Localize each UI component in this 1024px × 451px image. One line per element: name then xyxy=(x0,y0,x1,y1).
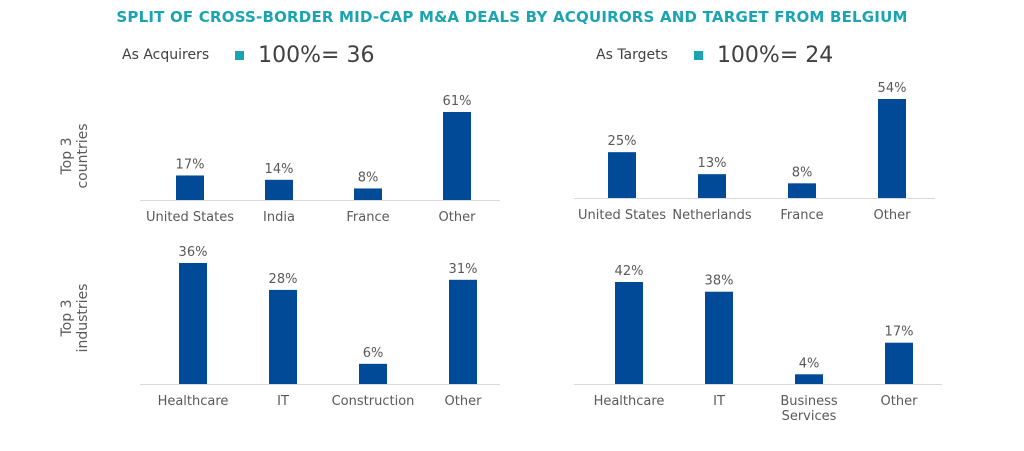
bar xyxy=(705,291,733,384)
bar xyxy=(269,289,297,384)
bar-value-label: 8% xyxy=(358,170,379,185)
bar xyxy=(795,374,823,384)
bar-value-label: 13% xyxy=(698,156,727,171)
category-label: IT xyxy=(277,394,289,409)
bar-value-label: 14% xyxy=(265,162,294,177)
bar xyxy=(615,282,643,384)
bar-value-label: 6% xyxy=(363,346,384,361)
targets-header: As Targets 100%= 24 xyxy=(596,40,833,70)
category-label: France xyxy=(780,208,823,223)
bar-value-label: 42% xyxy=(615,264,644,279)
bar xyxy=(179,263,207,384)
bar xyxy=(608,152,636,198)
bar xyxy=(354,188,382,200)
bar xyxy=(885,342,913,384)
acquirers-label: As Acquirers xyxy=(122,47,210,63)
category-label: Other xyxy=(874,208,912,223)
bar-value-label: 28% xyxy=(269,272,298,287)
chart-title: SPLIT OF CROSS-BORDER MID-CAP M&A DEALS … xyxy=(116,8,908,26)
bar xyxy=(788,183,816,198)
category-label: India xyxy=(263,210,295,225)
bar-value-label: 36% xyxy=(179,245,208,260)
bar-value-label: 31% xyxy=(449,262,478,277)
category-label: Other xyxy=(881,394,919,409)
bar-value-label: 8% xyxy=(792,165,813,180)
bar xyxy=(443,112,471,200)
legend-square-icon xyxy=(235,50,245,60)
category-label: Healthcare xyxy=(158,394,229,409)
bar-value-label: 38% xyxy=(705,274,734,289)
category-label: Healthcare xyxy=(594,394,665,409)
bar-value-label: 61% xyxy=(443,94,472,109)
bar-value-label: 17% xyxy=(176,157,205,172)
acquirers-total: 100%= 36 xyxy=(258,42,375,68)
bar xyxy=(176,175,204,200)
category-label: IT xyxy=(713,394,725,409)
targets-total: 100%= 24 xyxy=(716,42,834,68)
bar-value-label: 4% xyxy=(799,356,820,371)
bar xyxy=(359,363,387,384)
bar-value-label: 54% xyxy=(878,81,907,96)
category-label: Construction xyxy=(332,394,415,409)
bar-value-label: 17% xyxy=(885,325,914,340)
legend-square-icon xyxy=(693,50,703,60)
category-label: Business Services xyxy=(780,394,838,424)
bar xyxy=(449,279,477,384)
category-label: France xyxy=(346,210,389,225)
category-label: United States xyxy=(578,208,666,223)
targets-label: As Targets xyxy=(596,47,668,63)
bar xyxy=(878,99,906,198)
acquirers-header: As Acquirers 100%= 36 xyxy=(122,40,374,70)
category-label: Other xyxy=(439,210,477,225)
category-label: United States xyxy=(146,210,234,225)
category-label: Netherlands xyxy=(672,208,751,223)
bar xyxy=(698,174,726,198)
bar-value-label: 25% xyxy=(608,134,637,149)
bar xyxy=(265,179,293,200)
category-label: Other xyxy=(445,394,483,409)
